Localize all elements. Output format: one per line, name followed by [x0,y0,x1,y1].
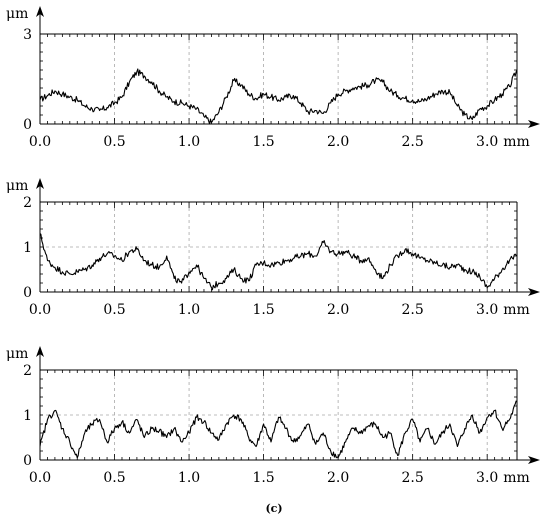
x-tick-label: 0.5 [103,134,125,150]
x-tick-label: 3.0 [476,302,498,318]
profile-line [39,68,518,125]
x-tick-label: 1.5 [252,470,274,486]
y-axis-arrow [36,178,44,189]
x-unit-label: mm [503,302,530,318]
x-tick-label: 2.5 [402,302,424,318]
x-tick-label: 0.0 [29,134,51,150]
x-axis-arrow [528,288,540,296]
y-tick-label: 3 [23,27,32,43]
profile-line [39,233,518,291]
x-tick-label: 2.0 [327,302,349,318]
y-unit-label: μm [6,346,28,362]
x-tick-label: 0.5 [103,302,125,318]
x-unit-label: mm [503,470,530,486]
y-axis-arrow [36,346,44,357]
chart-panel-middle: 0.0 0.5 1.0 1.5 2.0 2.5 3.0 mm 0 1 2μm [6,178,540,318]
x-tick-label: 1.5 [252,134,274,150]
x-axis-arrow [528,120,540,128]
y-unit-label: μm [6,6,28,22]
x-tick-label: 1.0 [178,470,200,486]
y-tick-label: 2 [23,363,32,379]
x-tick-label: 3.0 [476,470,498,486]
x-tick-label: 1.0 [178,302,200,318]
y-axis-arrow [36,6,44,17]
x-tick-label: 1.0 [178,134,200,150]
y-tick-label: 1 [23,240,32,256]
x-tick-label: 2.5 [402,470,424,486]
x-tick-label: 0.0 [29,302,51,318]
y-tick-label: 0 [23,453,32,469]
x-tick-label: 3.0 [476,134,498,150]
y-tick-label: 0 [23,117,32,133]
x-tick-label: 0.0 [29,470,51,486]
x-unit-label: mm [503,134,530,150]
y-tick-label: 1 [23,408,32,424]
chart-panel-bottom: 0.0 0.5 1.0 1.5 2.0 2.5 3.0 mm 0 1 2μm [6,346,540,486]
y-unit-label: μm [6,178,28,194]
profile-line [39,400,518,459]
x-tick-label: 0.5 [103,470,125,486]
x-tick-label: 2.0 [327,470,349,486]
y-tick-label: 2 [23,195,32,211]
x-axis-arrow [528,456,540,464]
x-tick-label: 1.5 [252,302,274,318]
x-tick-label: 2.0 [327,134,349,150]
y-tick-label: 0 [23,285,32,301]
chart-panel-top: 0.0 0.5 1.0 1.5 2.0 2.5 3.0 mm 0 3 μm [6,6,540,150]
x-tick-label: 2.5 [402,134,424,150]
